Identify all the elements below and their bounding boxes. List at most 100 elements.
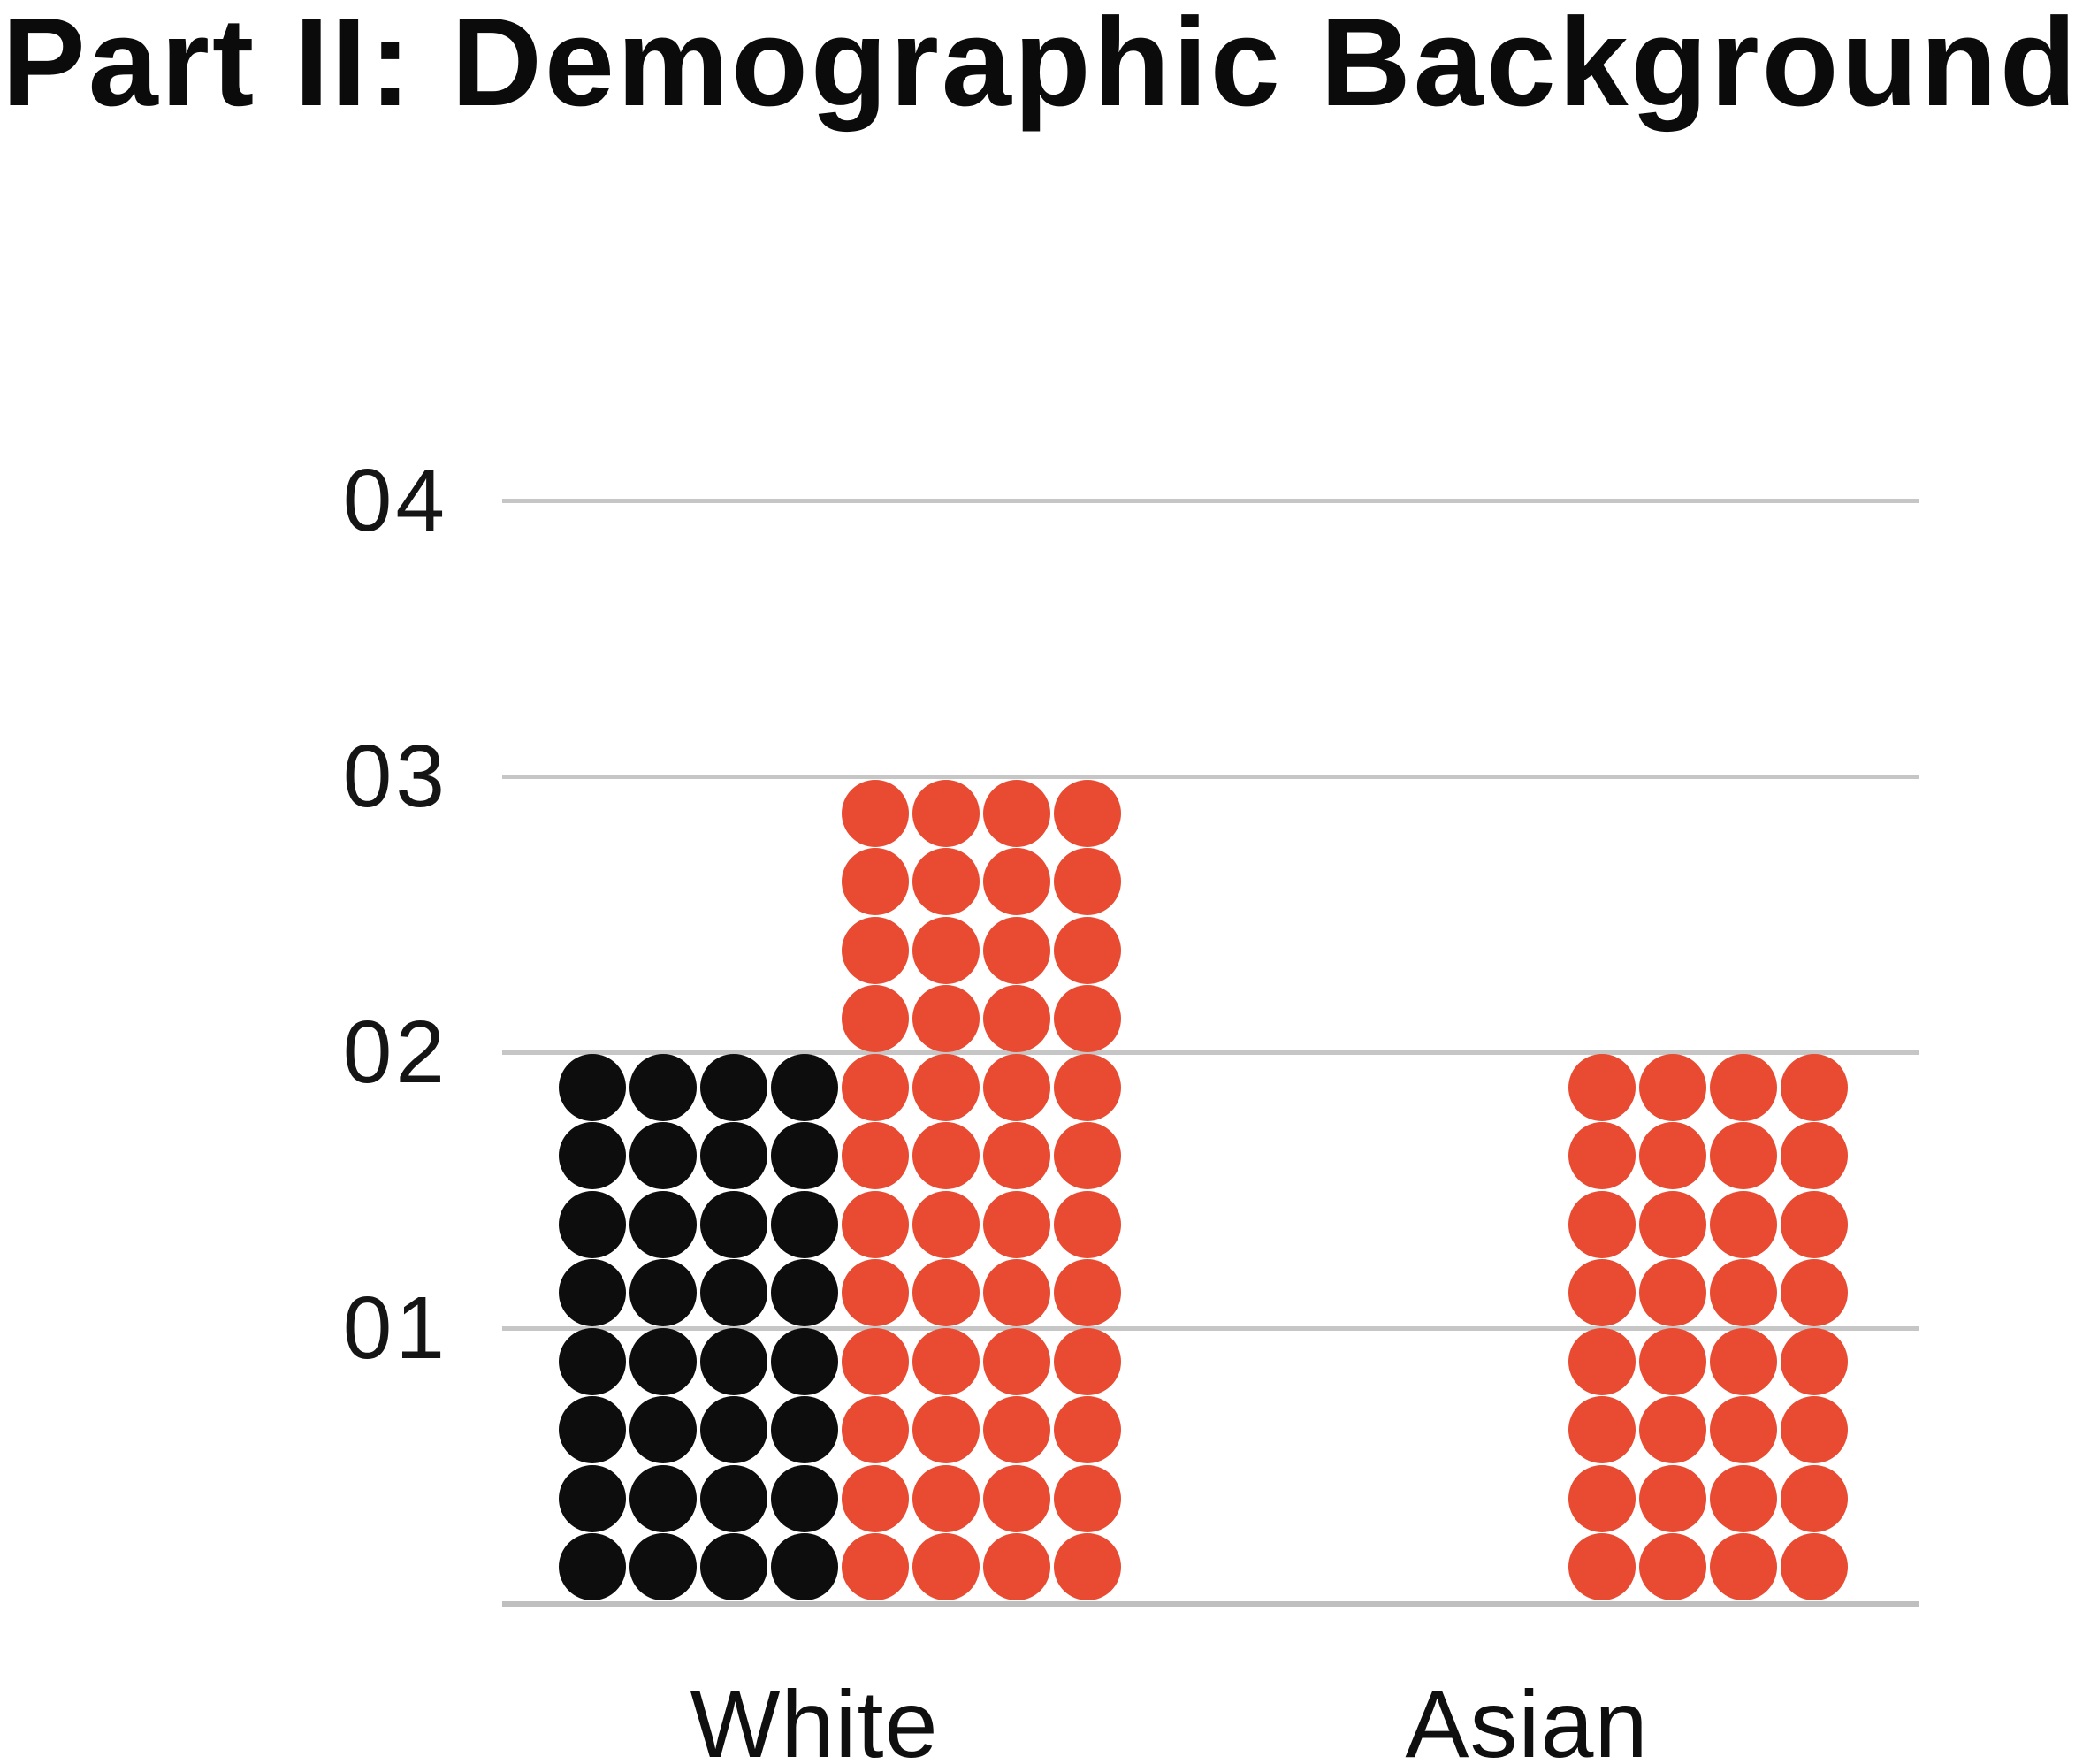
dot-red-white [983, 1533, 1050, 1600]
dot-red-asian [1781, 1327, 1848, 1395]
dot-red-asian [1710, 1259, 1777, 1326]
dot-red-white [912, 1053, 980, 1121]
dot-red-white [842, 1396, 909, 1463]
dot-red-asian [1781, 1396, 1848, 1463]
dot-red-white [912, 1190, 980, 1258]
dot-red-asian [1781, 1053, 1848, 1121]
dot-black-white [559, 1396, 626, 1463]
ytick-02: 02 [342, 1003, 448, 1102]
dot-red-white [842, 916, 909, 984]
dot-black-white [629, 1190, 697, 1258]
dot-black-white [629, 1464, 697, 1532]
dot-red-white [842, 1053, 909, 1121]
dot-red-asian [1639, 1396, 1706, 1463]
dot-black-white [700, 1396, 767, 1463]
dot-red-white [912, 1396, 980, 1463]
dot-black-white [629, 1053, 697, 1121]
dot-red-white [842, 1464, 909, 1532]
dot-black-white [629, 1259, 697, 1326]
dot-red-asian [1639, 1053, 1706, 1121]
dot-red-white [1054, 1464, 1121, 1532]
dot-red-white [1054, 1053, 1121, 1121]
dot-red-asian [1568, 1259, 1636, 1326]
dot-red-asian [1781, 1533, 1848, 1600]
dot-red-white [1054, 1396, 1121, 1463]
dot-red-white [983, 1327, 1050, 1395]
dot-black-white [629, 1533, 697, 1600]
dot-red-white [983, 779, 1050, 847]
dot-red-white [983, 1464, 1050, 1532]
dot-red-asian [1710, 1122, 1777, 1189]
dot-red-asian [1710, 1053, 1777, 1121]
dot-red-white [983, 985, 1050, 1052]
dot-black-white [629, 1396, 697, 1463]
dot-red-white [1054, 1259, 1121, 1326]
dot-red-asian [1781, 1122, 1848, 1189]
dot-red-asian [1568, 1327, 1636, 1395]
gridline-04 [502, 499, 1919, 503]
dot-red-white [983, 916, 1050, 984]
dot-red-asian [1568, 1396, 1636, 1463]
dot-red-asian [1710, 1533, 1777, 1600]
dot-black-white [559, 1053, 626, 1121]
dot-red-asian [1568, 1122, 1636, 1189]
dot-black-white [629, 1327, 697, 1395]
dot-red-white [1054, 848, 1121, 915]
dot-black-white [700, 1464, 767, 1532]
dot-red-asian [1568, 1053, 1636, 1121]
dot-black-white [559, 1122, 626, 1189]
gridline-03 [502, 775, 1919, 779]
dot-red-white [1054, 1533, 1121, 1600]
ytick-04: 04 [342, 451, 448, 550]
dot-red-asian [1710, 1396, 1777, 1463]
dot-red-white [983, 1053, 1050, 1121]
dot-black-white [700, 1190, 767, 1258]
dot-black-white [559, 1327, 626, 1395]
dot-red-asian [1710, 1464, 1777, 1532]
dot-red-white [842, 1259, 909, 1326]
dot-black-white [771, 1533, 838, 1600]
dot-red-white [842, 1122, 909, 1189]
dot-black-white [771, 1396, 838, 1463]
dot-red-asian [1639, 1190, 1706, 1258]
dot-red-asian [1781, 1190, 1848, 1258]
dot-black-white [629, 1122, 697, 1189]
dot-red-white [983, 1259, 1050, 1326]
dot-black-white [700, 1053, 767, 1121]
xlabel-white: White [690, 1670, 939, 1764]
dot-black-white [559, 1190, 626, 1258]
dot-red-asian [1710, 1327, 1777, 1395]
dot-red-white [912, 1327, 980, 1395]
dot-black-white [771, 1259, 838, 1326]
dot-red-white [912, 1122, 980, 1189]
gridline-02 [502, 1050, 1919, 1055]
dot-red-white [842, 1327, 909, 1395]
dot-red-white [842, 848, 909, 915]
dot-red-white [983, 1122, 1050, 1189]
dot-black-white [700, 1327, 767, 1395]
dot-red-white [912, 1533, 980, 1600]
dot-black-white [700, 1533, 767, 1600]
dot-red-white [983, 1190, 1050, 1258]
dot-black-white [771, 1190, 838, 1258]
dot-red-asian [1639, 1464, 1706, 1532]
dot-black-white [559, 1259, 626, 1326]
dot-black-white [771, 1053, 838, 1121]
dot-red-asian [1568, 1464, 1636, 1532]
dot-red-asian [1639, 1259, 1706, 1326]
dot-red-asian [1639, 1327, 1706, 1395]
dot-red-white [1054, 779, 1121, 847]
chart-title: Part II: Demographic Background [2, 0, 2079, 133]
dot-red-white [912, 916, 980, 984]
dot-red-white [912, 1259, 980, 1326]
dot-red-white [1054, 985, 1121, 1052]
dot-red-white [842, 1190, 909, 1258]
dot-red-asian [1568, 1190, 1636, 1258]
dot-red-white [912, 779, 980, 847]
dot-black-white [559, 1464, 626, 1532]
ytick-03: 03 [342, 727, 448, 826]
dot-red-white [1054, 1327, 1121, 1395]
dot-red-asian [1781, 1464, 1848, 1532]
dot-red-asian [1710, 1190, 1777, 1258]
